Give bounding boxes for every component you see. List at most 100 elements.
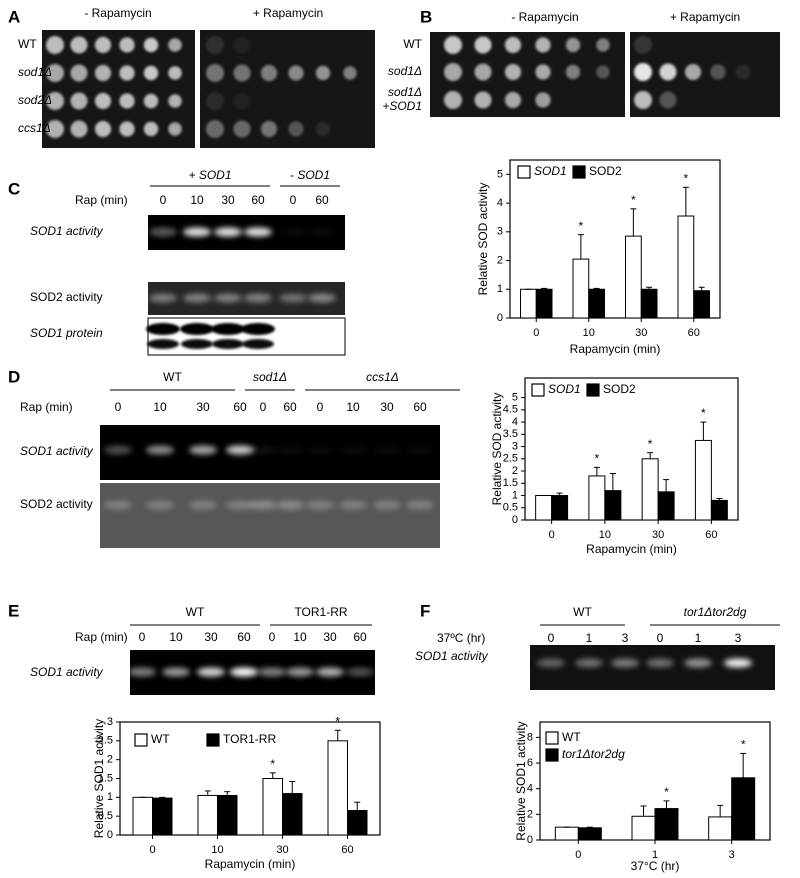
colony-spot <box>565 37 581 53</box>
y-tick-label: 2 <box>512 465 518 477</box>
y-axis-title: Relative SOD activity <box>490 393 504 506</box>
y-tick-label: 2 <box>107 754 113 766</box>
bar <box>654 808 679 841</box>
colony-spot <box>315 65 331 81</box>
group-label: ccs1Δ <box>366 370 399 384</box>
panel-label: B <box>420 7 432 26</box>
bar <box>693 290 710 319</box>
colony-spot <box>94 36 112 54</box>
plate-image <box>430 32 625 117</box>
panel-label: D <box>8 367 20 386</box>
legend-swatch <box>545 731 559 745</box>
y-tick-label: 1.5 <box>503 477 518 489</box>
bar <box>347 810 368 836</box>
gel-band <box>183 227 211 237</box>
group-label: WT <box>163 370 182 384</box>
x-tick-label: 0 <box>575 849 581 861</box>
colony-spot <box>444 91 462 109</box>
gel-band <box>316 667 344 677</box>
legend-label: SOD1 <box>548 382 581 396</box>
gel-band <box>146 500 174 510</box>
colony-spot <box>206 92 224 110</box>
colony-spot <box>535 37 551 53</box>
colony-spot <box>634 36 652 54</box>
strain-label: sod1Δ <box>388 85 422 99</box>
gel-band <box>279 293 307 303</box>
gel-band <box>339 445 367 455</box>
plot-frame <box>524 377 739 521</box>
bar <box>572 258 590 319</box>
gel-band <box>226 445 254 455</box>
significance-mark: * <box>684 171 689 185</box>
blot-band <box>181 339 213 349</box>
legend-label: WT <box>151 732 170 746</box>
y-tick-label: 0 <box>512 514 518 526</box>
colony-spot <box>596 65 610 79</box>
legend-swatch <box>531 383 545 397</box>
gel-band <box>276 445 304 455</box>
x-tick-label: 0 <box>549 529 555 541</box>
blot-band <box>241 323 275 335</box>
time-label: 1 <box>695 631 702 645</box>
y-tick-label: 3.5 <box>503 428 518 440</box>
gel-band <box>230 667 258 677</box>
colony-spot <box>634 63 652 81</box>
legend-label: SOD2 <box>589 164 622 178</box>
time-axis-label: Rap (min) <box>20 400 73 414</box>
colony-spot <box>46 92 64 110</box>
legend-label: SOD2 <box>603 382 636 396</box>
y-axis-title: Relative SOD1 activity <box>92 719 106 838</box>
legend-label: WT <box>562 730 581 744</box>
time-label: 3 <box>735 631 742 645</box>
y-tick-label: 1 <box>107 791 113 803</box>
colony-spot <box>535 92 551 108</box>
x-tick-label: 0 <box>149 844 155 856</box>
gel-band <box>104 445 132 455</box>
bar <box>535 288 553 319</box>
colony-spot <box>168 38 182 52</box>
blot-band <box>180 323 214 335</box>
group-label: + SOD1 <box>188 168 231 182</box>
time-label: 60 <box>283 400 297 414</box>
colony-spot <box>260 120 278 138</box>
colony-spot <box>474 36 492 54</box>
colony-spot <box>70 120 88 138</box>
colony-spot <box>206 64 224 82</box>
colony-spot <box>634 91 652 109</box>
time-label: 60 <box>353 630 367 644</box>
plot-frame <box>509 159 721 319</box>
time-label: 0 <box>548 631 555 645</box>
row-label: SOD1 activity <box>30 665 104 679</box>
colony-spot <box>168 122 182 136</box>
bar <box>625 235 642 319</box>
time-label: 10 <box>293 630 307 644</box>
gel-band <box>276 500 304 510</box>
colony-spot <box>474 91 492 109</box>
colony-spot <box>94 120 112 138</box>
x-axis-title: 37°C (hr) <box>631 859 680 873</box>
legend-label: tor1Δtor2dg <box>562 747 625 761</box>
colony-spot <box>288 121 304 137</box>
bar <box>731 777 756 841</box>
x-tick-label: 10 <box>583 327 595 339</box>
blot-band <box>242 339 274 349</box>
bar <box>641 458 659 521</box>
colony-spot <box>119 65 135 81</box>
row-label: SOD1 activity <box>415 649 489 663</box>
bar <box>520 288 537 319</box>
colony-spot <box>504 63 522 81</box>
legend-swatch <box>517 165 531 179</box>
time-label: 60 <box>413 400 427 414</box>
bar <box>262 778 283 836</box>
y-tick-label: 5 <box>512 391 518 403</box>
y-tick-label: 0 <box>107 829 113 841</box>
y-tick-label: 6 <box>527 757 533 769</box>
y-tick-label: 2 <box>527 808 533 820</box>
gel-band <box>197 667 225 677</box>
group-label: tor1Δtor2dg <box>684 605 747 619</box>
x-tick-label: 3 <box>729 849 735 861</box>
panel-label: F <box>420 601 430 620</box>
bar <box>588 475 606 521</box>
time-label: 30 <box>323 630 337 644</box>
x-tick-label: 10 <box>211 844 223 856</box>
